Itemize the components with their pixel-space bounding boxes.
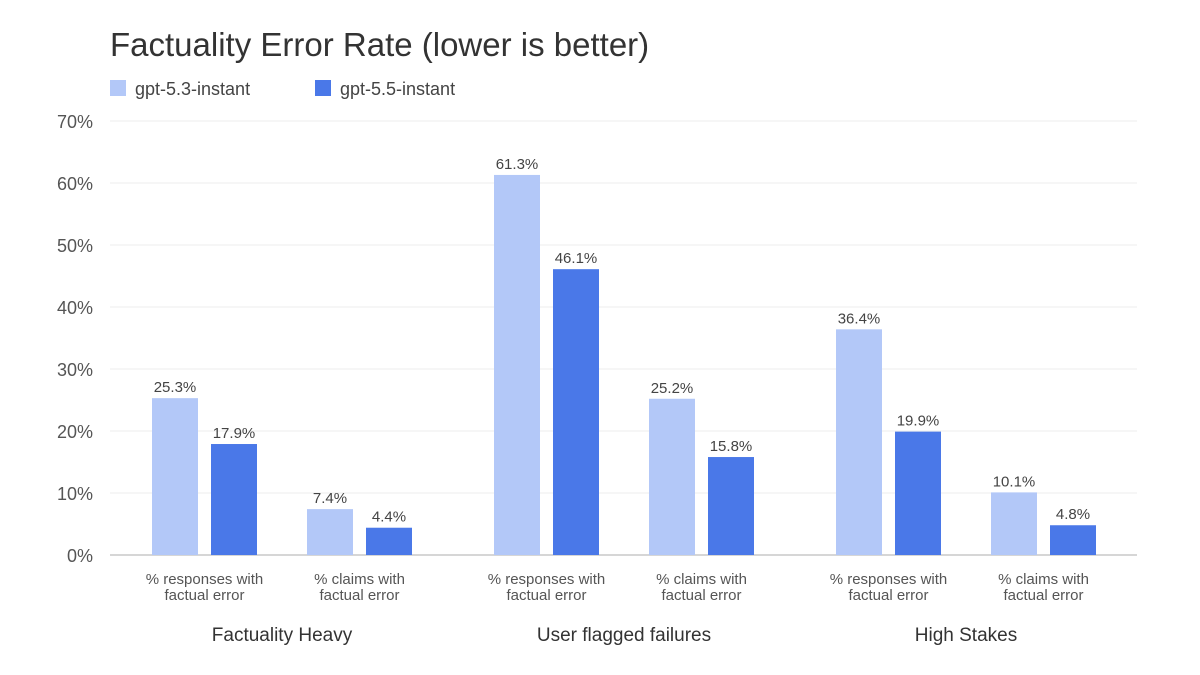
group-label-0: Factuality Heavy <box>212 625 353 646</box>
data-label-g1-c1-s0: 25.2% <box>651 380 694 397</box>
category-label-g1-c0-line1: factual error <box>506 587 586 604</box>
bar-g2-c1-s0 <box>991 492 1037 555</box>
category-label-g1-c1-line0: % claims with <box>656 571 747 588</box>
data-label-g2-c0-s0: 36.4% <box>838 310 881 327</box>
data-label-g0-c0-s0: 25.3% <box>154 379 197 396</box>
data-label-g1-c1-s1: 15.8% <box>710 438 753 455</box>
y-tick-label-7: 70% <box>57 112 93 132</box>
category-label-g2-c0-line0: % responses with <box>830 571 948 588</box>
y-tick-label-1: 10% <box>57 484 93 504</box>
bar-g2-c0-s1 <box>895 431 941 555</box>
data-label-g1-c0-s1: 46.1% <box>555 250 598 267</box>
category-label-g2-c1-line1: factual error <box>1003 587 1083 604</box>
data-label-g2-c1-s0: 10.1% <box>993 473 1036 490</box>
category-label-g2-c1-line0: % claims with <box>998 571 1089 588</box>
bar-g0-c0-s0 <box>152 398 198 555</box>
data-label-g0-c1-s1: 4.4% <box>372 509 406 526</box>
bar-g0-c0-s1 <box>211 444 257 555</box>
legend-label-series-1: gpt-5.5-instant <box>340 79 456 99</box>
legend-label-series-0: gpt-5.3-instant <box>135 79 251 99</box>
y-tick-label-6: 60% <box>57 174 93 194</box>
y-tick-label-0: 0% <box>67 546 93 566</box>
category-label-g1-c0-line0: % responses with <box>488 571 606 588</box>
bar-g1-c0-s1 <box>553 269 599 555</box>
category-label-g1-c1-line1: factual error <box>661 587 741 604</box>
category-label-g0-c1-line0: % claims with <box>314 571 405 588</box>
category-label-g0-c0-line1: factual error <box>164 587 244 604</box>
bar-g2-c0-s0 <box>836 329 882 555</box>
bar-g2-c1-s1 <box>1050 525 1096 555</box>
y-tick-label-2: 20% <box>57 422 93 442</box>
bar-g0-c1-s0 <box>307 509 353 555</box>
category-label-g2-c0-line1: factual error <box>848 587 928 604</box>
category-label-g0-c1-line1: factual error <box>319 587 399 604</box>
legend-swatch-series-1 <box>315 80 331 96</box>
bar-g1-c1-s0 <box>649 398 695 555</box>
data-label-g0-c1-s0: 7.4% <box>313 490 347 507</box>
legend-swatch-series-0 <box>110 80 126 96</box>
data-label-g0-c0-s1: 17.9% <box>213 425 256 442</box>
bar-g1-c1-s1 <box>708 457 754 555</box>
y-tick-label-5: 50% <box>57 236 93 256</box>
bar-g0-c1-s1 <box>366 527 412 555</box>
data-label-g1-c0-s0: 61.3% <box>496 156 539 173</box>
y-tick-label-3: 30% <box>57 360 93 380</box>
y-tick-label-4: 40% <box>57 298 93 318</box>
group-label-1: User flagged failures <box>537 625 711 646</box>
data-label-g2-c0-s1: 19.9% <box>897 413 940 430</box>
bar-g1-c0-s0 <box>494 174 540 555</box>
chart-title: Factuality Error Rate (lower is better) <box>110 26 650 63</box>
group-label-2: High Stakes <box>915 625 1017 646</box>
category-label-g0-c0-line0: % responses with <box>146 571 264 588</box>
data-label-g2-c1-s1: 4.8% <box>1056 506 1090 523</box>
